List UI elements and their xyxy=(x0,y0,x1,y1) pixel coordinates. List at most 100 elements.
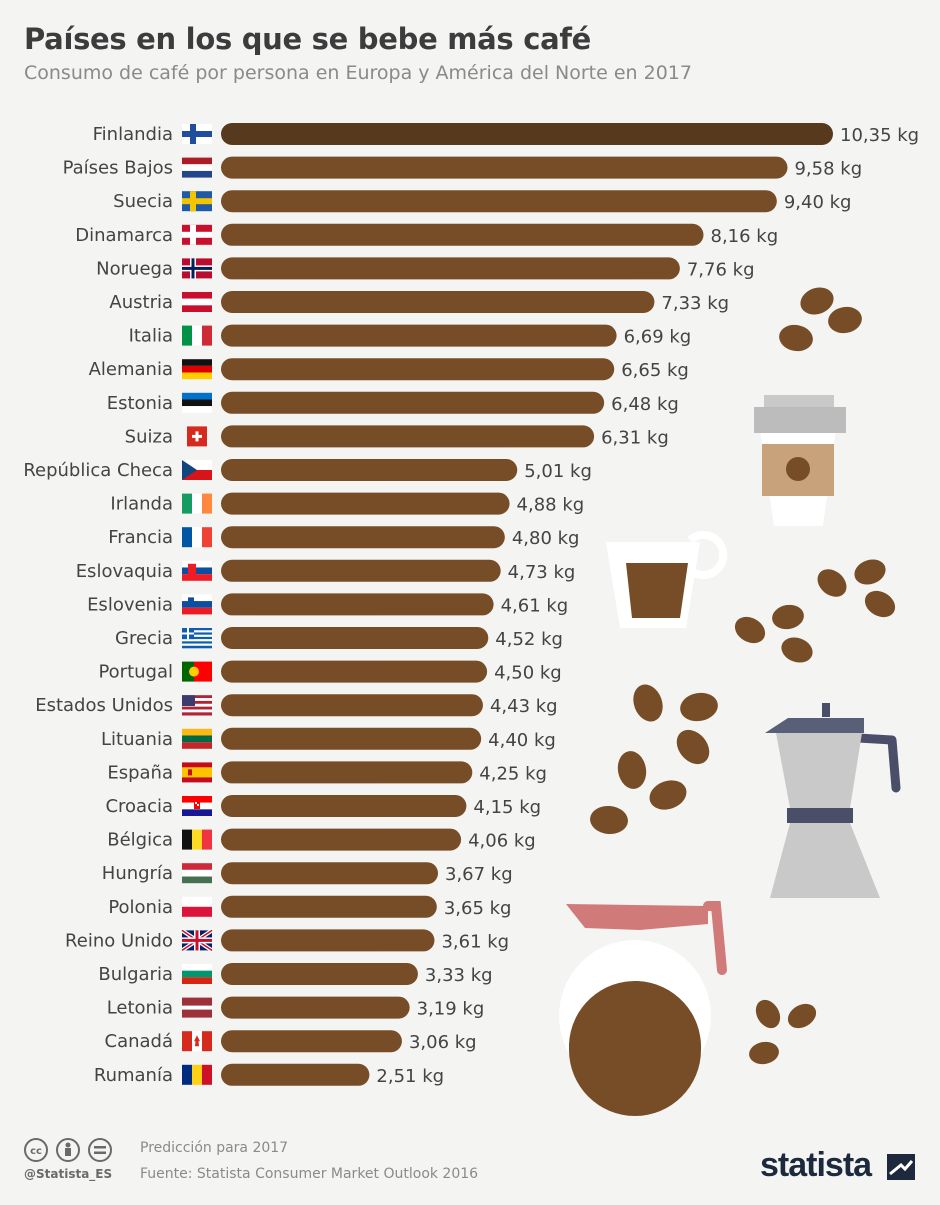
bar xyxy=(221,963,418,985)
germany-flag-icon xyxy=(182,359,212,380)
united-kingdom-flag-icon xyxy=(180,928,214,953)
france-flag-icon xyxy=(182,527,212,548)
data-label: 7,76 kg xyxy=(687,259,755,280)
bar xyxy=(221,559,501,582)
category-label: Italia xyxy=(129,326,173,347)
data-label: 3,67 kg xyxy=(445,864,513,885)
attribution-icon xyxy=(56,1138,80,1162)
netherlands-flag-icon xyxy=(182,157,212,178)
category-label: Países Bajos xyxy=(63,158,173,179)
hungary-flag-icon xyxy=(182,863,212,884)
category-label: Francia xyxy=(108,527,173,548)
footer-source: Fuente: Statista Consumer Market Outlook… xyxy=(140,1166,479,1182)
category-label: Eslovaquia xyxy=(76,561,173,582)
data-label: 4,06 kg xyxy=(468,831,536,852)
bar xyxy=(221,593,494,616)
bar xyxy=(221,895,437,918)
bar xyxy=(221,324,617,347)
category-label: Lituania xyxy=(101,729,173,750)
bar xyxy=(221,1030,402,1053)
category-label: Alemania xyxy=(89,359,173,380)
portugal-flag-icon xyxy=(182,661,212,682)
category-label: Reino Unido xyxy=(65,930,173,951)
bar xyxy=(221,391,605,414)
data-label: 4,25 kg xyxy=(479,763,547,784)
data-label: 3,06 kg xyxy=(409,1032,477,1053)
category-label: Letonia xyxy=(107,998,173,1019)
data-label: 2,51 kg xyxy=(376,1066,444,1087)
data-label: 8,16 kg xyxy=(711,226,779,247)
bar xyxy=(221,862,439,885)
category-label: Dinamarca xyxy=(75,225,173,246)
bar xyxy=(221,727,482,750)
category-label: España xyxy=(107,762,173,783)
finland-flag-icon xyxy=(182,124,212,144)
coffee-carafe-icon xyxy=(559,901,727,1116)
latvia-flag-icon xyxy=(182,997,212,1018)
category-label: Austria xyxy=(109,292,173,313)
coffee-beans-icon xyxy=(590,287,896,1065)
croatia-flag-icon xyxy=(182,796,212,816)
category-label: Estados Unidos xyxy=(35,695,173,716)
data-label: 4,40 kg xyxy=(488,730,556,751)
data-label: 3,65 kg xyxy=(444,898,512,919)
spain-flag-icon xyxy=(182,762,212,783)
data-label: 4,73 kg xyxy=(508,562,576,583)
data-label: 4,80 kg xyxy=(512,528,580,549)
switzerland-flag-icon xyxy=(182,426,212,447)
bar xyxy=(221,156,788,179)
bulgaria-flag-icon xyxy=(182,964,212,984)
footer-note: Predicción para 2017 xyxy=(140,1140,289,1156)
chart-title: Países en los que se bebe más café xyxy=(24,22,592,56)
data-label: 6,65 kg xyxy=(621,360,689,381)
italy-flag-icon xyxy=(182,325,212,346)
category-label: Suecia xyxy=(113,191,173,212)
data-label: 4,15 kg xyxy=(473,797,541,818)
creative-commons-icon: cc xyxy=(24,1138,48,1162)
category-label: Polonia xyxy=(108,897,173,918)
lithuania-flag-icon xyxy=(182,728,212,749)
data-label: 6,48 kg xyxy=(611,394,679,415)
ireland-flag-icon xyxy=(182,493,212,514)
bar xyxy=(221,526,505,549)
data-label: 3,61 kg xyxy=(441,931,509,952)
category-label: Canadá xyxy=(105,1031,174,1052)
category-label: Finlandia xyxy=(93,124,173,145)
category-label: Grecia xyxy=(115,628,173,649)
bar xyxy=(221,291,655,313)
category-label: Bulgaria xyxy=(98,964,173,985)
slovakia-flag-icon xyxy=(182,560,212,581)
data-label: 4,88 kg xyxy=(517,495,585,516)
bar xyxy=(221,795,467,817)
greece-flag-icon xyxy=(182,628,212,649)
category-label: Suiza xyxy=(125,426,173,447)
slovenia-flag-icon xyxy=(182,594,212,615)
svg-text:cc: cc xyxy=(30,1146,42,1157)
bar xyxy=(221,190,777,213)
denmark-flag-icon xyxy=(182,224,212,245)
romania-flag-icon xyxy=(182,1064,212,1085)
bar xyxy=(221,929,435,952)
data-label: 6,69 kg xyxy=(624,327,692,348)
united-states-flag-icon xyxy=(182,695,212,716)
license-icons: cc xyxy=(24,1137,119,1167)
brand-logo: statista xyxy=(760,1146,872,1184)
bar xyxy=(221,660,488,683)
bar xyxy=(221,694,483,717)
category-label: Croacia xyxy=(105,796,173,817)
category-label: Irlanda xyxy=(110,494,173,515)
bar xyxy=(221,123,833,145)
category-label: Bélgica xyxy=(107,830,173,851)
data-label: 3,33 kg xyxy=(425,965,493,986)
espresso-cup-icon xyxy=(606,531,728,628)
category-label: Eslovenia xyxy=(87,594,173,615)
austria-flag-icon xyxy=(182,292,212,312)
bar xyxy=(221,358,615,381)
bar xyxy=(221,459,518,481)
data-label: 9,58 kg xyxy=(794,159,862,180)
takeaway-cup-icon xyxy=(754,395,846,526)
bar xyxy=(221,627,489,649)
category-label: Noruega xyxy=(96,258,173,279)
